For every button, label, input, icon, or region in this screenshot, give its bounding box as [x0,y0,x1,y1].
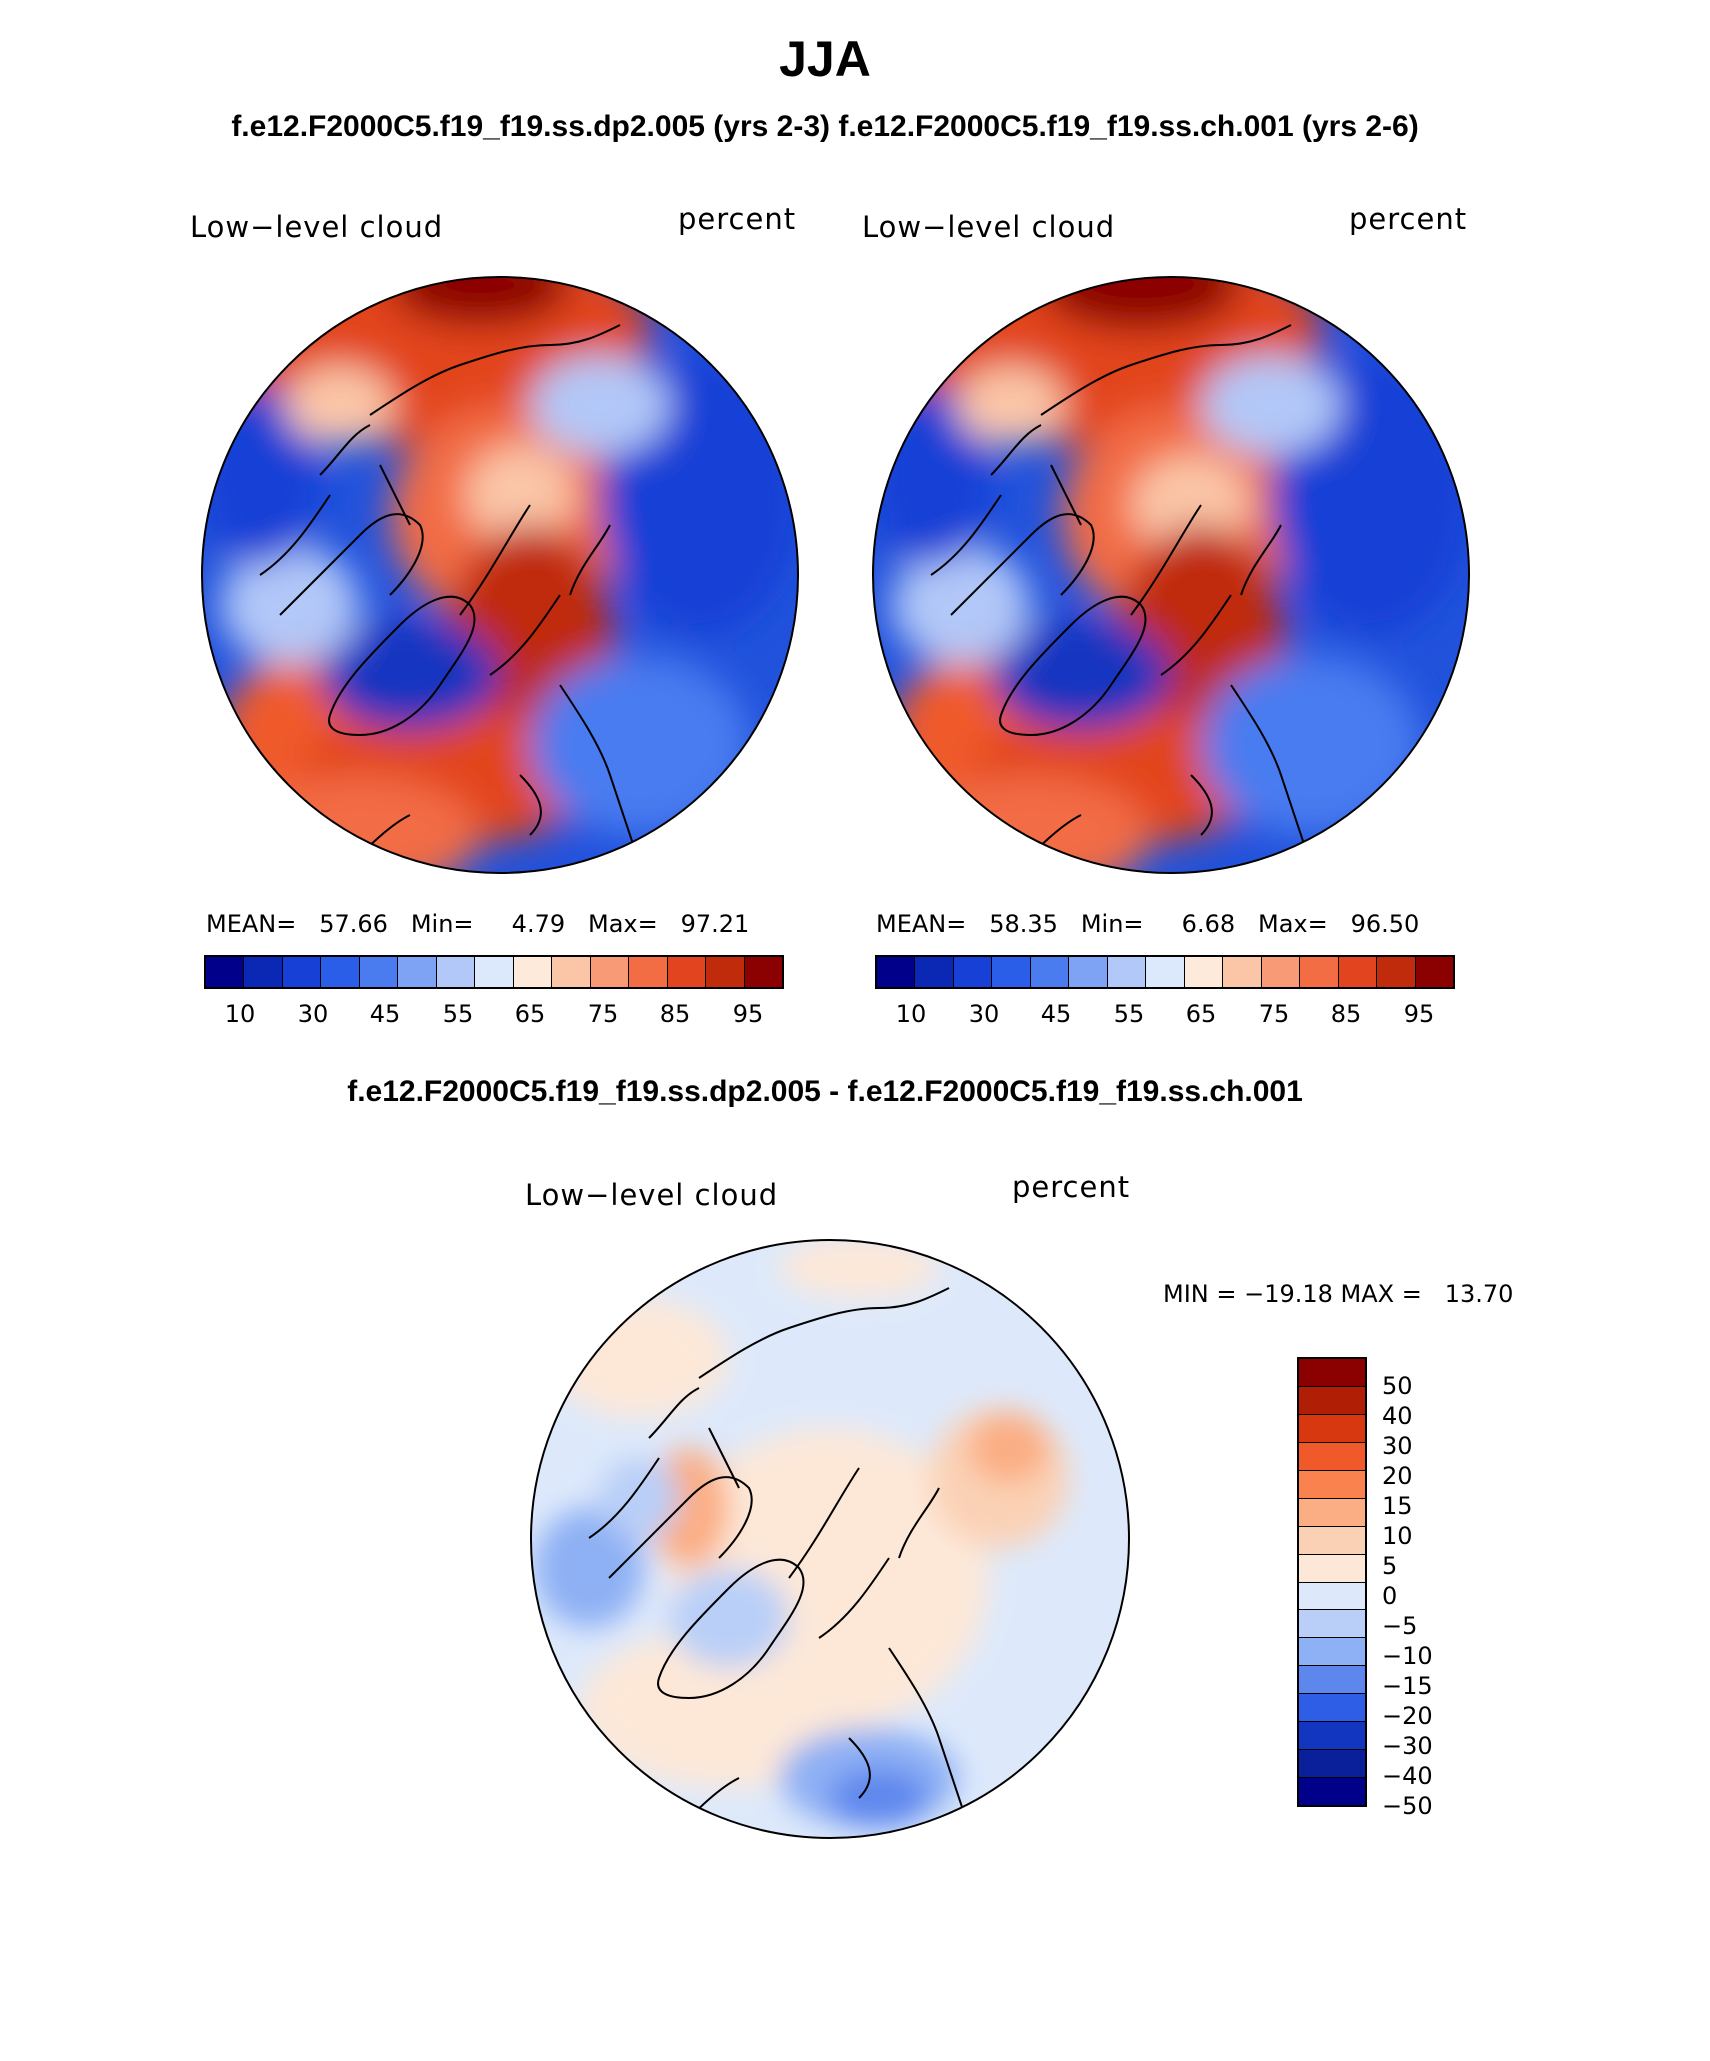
colorbar-swatch [1299,1610,1365,1639]
panel1-colorbar-tick: 10 [224,1000,256,1028]
colorbar-swatch [992,957,1031,987]
colorbar-swatch [1299,1722,1365,1751]
main-title: JJA [779,31,871,87]
colorbar-swatch [1299,1359,1365,1387]
difference-title: f.e12.F2000C5.f19_f19.ss.dp2.005 - f.e12… [347,1075,1303,1108]
colorbar-swatch [915,957,954,987]
colorbar-swatch [1415,957,1454,987]
colorbar-swatch [1299,1526,1365,1555]
colorbar-swatch [1299,1750,1365,1779]
diff-colorbar-tick: −20 [1382,1702,1433,1730]
colorbar-swatch [1299,1666,1365,1695]
diff-colorbar [1297,1357,1367,1807]
panel2-colorbar-tick: 65 [1185,1000,1217,1028]
panel1-colorbar-tick: 65 [514,1000,546,1028]
diff-colorbar-tick: −30 [1382,1732,1433,1760]
diff-units-label: percent [1012,1170,1131,1204]
panel2-variable-label: Low−level cloud [862,210,1116,244]
subtitle: f.e12.F2000C5.f19_f19.ss.dp2.005 (yrs 2-… [231,110,1419,143]
panel2-colorbar-tick: 10 [895,1000,927,1028]
colorbar-swatch [398,957,437,987]
panel1-variable-label: Low−level cloud [190,210,444,244]
panel2-colorbar-tick: 55 [1113,1000,1145,1028]
colorbar-swatch [877,957,916,987]
colorbar-swatch [1261,957,1301,987]
colorbar-swatch [282,957,322,987]
diff-colorbar-tick: 30 [1382,1432,1413,1460]
colorbar-swatch [1299,1442,1365,1471]
diff-colorbar-tick: 10 [1382,1522,1413,1550]
panel2-colorbar-tick: 95 [1403,1000,1435,1028]
colorbar-swatch [590,957,630,987]
diff-colorbar-tick: 50 [1382,1372,1413,1400]
panel1-stats: MEAN= 57.66 Min= 4.79 Max= 97.21 [206,910,750,938]
colorbar-swatch [1299,1414,1365,1443]
panel1-colorbar-tick: 55 [442,1000,474,1028]
colorbar-swatch [1299,1386,1365,1415]
diff-colorbar-tick: 0 [1382,1582,1398,1610]
colorbar-swatch [744,957,783,987]
diff-colorbar-tick: 40 [1382,1402,1413,1430]
panel2-colorbar-tick: 85 [1330,1000,1362,1028]
colorbar-swatch [1299,1638,1365,1667]
diff-colorbar-tick: −15 [1382,1672,1433,1700]
colorbar-swatch [1299,1582,1365,1611]
diff-polar-map [530,1239,1130,1839]
diff-variable-label: Low−level cloud [525,1178,779,1212]
colorbar-swatch [475,957,514,987]
diff-colorbar-tick: −40 [1382,1762,1433,1790]
panel2-colorbar [875,955,1455,989]
diff-colorbar-tick: 20 [1382,1462,1413,1490]
panel1-colorbar-tick: 95 [732,1000,764,1028]
colorbar-swatch [321,957,360,987]
panel2-colorbar-tick: 75 [1258,1000,1290,1028]
diff-colorbar-tick: −5 [1382,1612,1418,1640]
panel2-polar-map [872,276,1470,874]
colorbar-swatch [1300,957,1339,987]
colorbar-swatch [1299,1470,1365,1499]
colorbar-swatch [953,957,993,987]
colorbar-swatch [1146,957,1185,987]
panel1-colorbar [204,955,784,989]
colorbar-swatch [513,957,553,987]
panel2-units-label: percent [1349,202,1468,236]
colorbar-swatch [1299,1694,1365,1723]
colorbar-swatch [1299,1554,1365,1583]
colorbar-swatch [629,957,668,987]
panel1-colorbar-tick: 45 [369,1000,401,1028]
colorbar-swatch [1107,957,1147,987]
colorbar-swatch [1184,957,1224,987]
panel2-colorbar-tick: 30 [968,1000,1000,1028]
diff-colorbar-tick: 5 [1382,1552,1398,1580]
panel1-colorbar-tick: 75 [587,1000,619,1028]
colorbar-swatch [1030,957,1070,987]
colorbar-swatch [1299,1778,1365,1805]
panel1-colorbar-tick: 30 [297,1000,329,1028]
colorbar-swatch [206,957,245,987]
colorbar-swatch [706,957,745,987]
panel1-polar-map [201,276,799,874]
colorbar-swatch [1223,957,1262,987]
panel2-stats: MEAN= 58.35 Min= 6.68 Max= 96.50 [876,910,1420,938]
panel1-units-label: percent [678,202,797,236]
colorbar-swatch [667,957,707,987]
colorbar-swatch [1377,957,1416,987]
colorbar-swatch [1069,957,1108,987]
colorbar-swatch [244,957,283,987]
panel1-colorbar-tick: 85 [659,1000,691,1028]
diff-colorbar-tick: 15 [1382,1492,1413,1520]
panel2-colorbar-tick: 45 [1040,1000,1072,1028]
colorbar-swatch [1299,1498,1365,1527]
colorbar-swatch [359,957,399,987]
colorbar-swatch [1338,957,1378,987]
colorbar-swatch [436,957,476,987]
diff-colorbar-tick: −50 [1382,1792,1433,1820]
colorbar-swatch [552,957,591,987]
diff-minmax: MIN = −19.18 MAX = 13.70 [1163,1280,1514,1308]
diff-colorbar-tick: −10 [1382,1642,1433,1670]
